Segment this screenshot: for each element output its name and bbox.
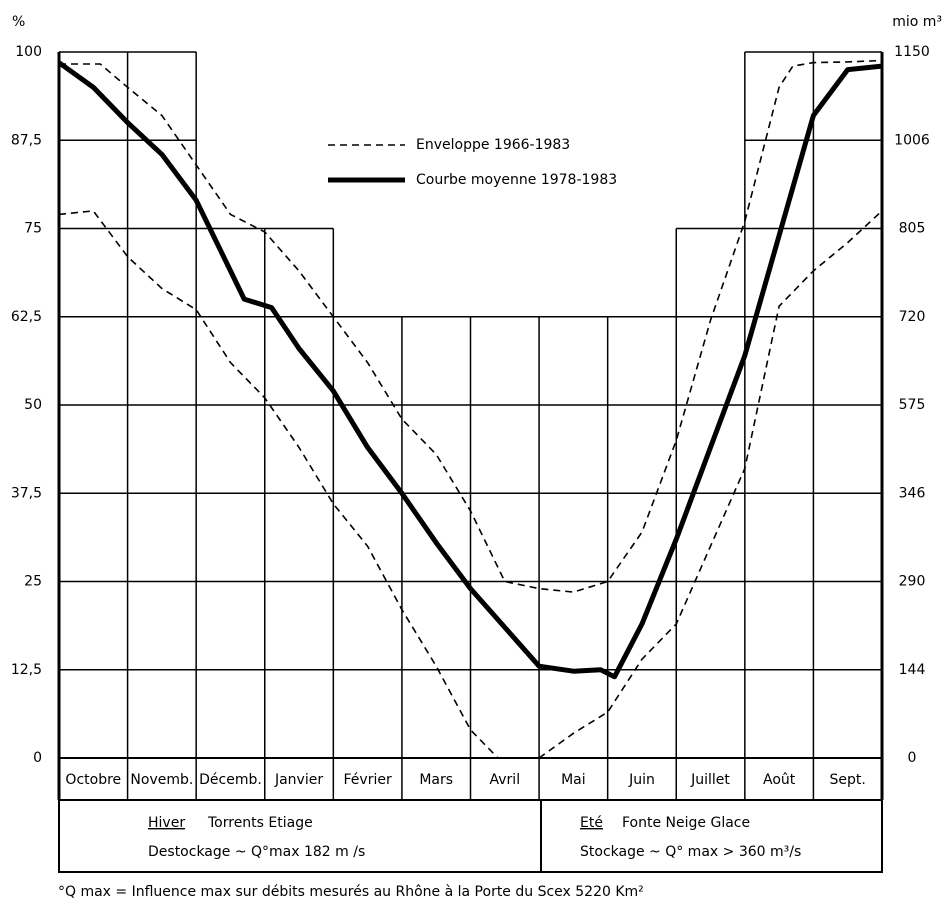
y2-tick-label: 1006 [894, 132, 930, 148]
legend-label: Enveloppe 1966-1983 [416, 137, 570, 153]
season-text: Stockage ~ Q° max > 360 m³/s [580, 844, 801, 860]
y2-tick-label: 1150 [894, 44, 930, 60]
legend-label: Courbe moyenne 1978-1983 [416, 172, 617, 188]
season-box [58, 799, 883, 873]
season-text: Torrents Etiage [207, 815, 313, 831]
y2-tick-label: 805 [899, 221, 926, 237]
x-tick-label: Mars [419, 772, 453, 788]
season-title: Eté [580, 815, 603, 831]
y-tick-label: 87,5 [11, 132, 42, 148]
y2-tick-label: 144 [899, 662, 926, 678]
y-tick-label: 75 [24, 221, 42, 237]
y-tick-label: 0 [33, 750, 42, 766]
x-tick-label: Juin [628, 772, 655, 788]
x-tick-label: Octobre [65, 772, 121, 788]
x-tick-label: Août [763, 772, 796, 788]
y2-tick-label: 346 [899, 485, 926, 501]
y2-unit: mio m³ [892, 14, 942, 30]
mean-line [57, 60, 883, 680]
x-tick-label: Décemb. [199, 772, 262, 788]
season-text: Fonte Neige Glace [622, 815, 750, 831]
x-tick-label: Février [344, 772, 392, 788]
y2-tick-label: 720 [899, 309, 926, 325]
y2-tick-label: 575 [899, 397, 926, 413]
x-tick-label: Janvier [274, 772, 323, 788]
y-tick-label: 50 [24, 397, 42, 413]
y-tick-label: 25 [24, 574, 42, 590]
y-tick-label: 62,5 [11, 309, 42, 325]
y-tick-label: 37,5 [11, 485, 42, 501]
y-tick-label: 12,5 [11, 662, 42, 678]
y2-tick-label: 290 [899, 574, 926, 590]
y-unit: % [12, 14, 25, 30]
footnote: °Q max = Influence max sur débits mesuré… [58, 884, 644, 900]
x-tick-label: Avril [490, 772, 521, 788]
season-text: Destockage ~ Q°max 182 m /s [148, 844, 365, 860]
x-tick-label: Mai [561, 772, 586, 788]
y2-tick-label: 0 [908, 750, 917, 766]
x-tick-label: Juillet [690, 772, 730, 788]
y-tick-label: 100 [15, 44, 42, 60]
envelope-lower [58, 210, 883, 759]
season-title: Hiver [148, 815, 185, 831]
x-tick-label: Sept. [830, 772, 866, 788]
x-tick-label: Novemb. [130, 772, 193, 788]
